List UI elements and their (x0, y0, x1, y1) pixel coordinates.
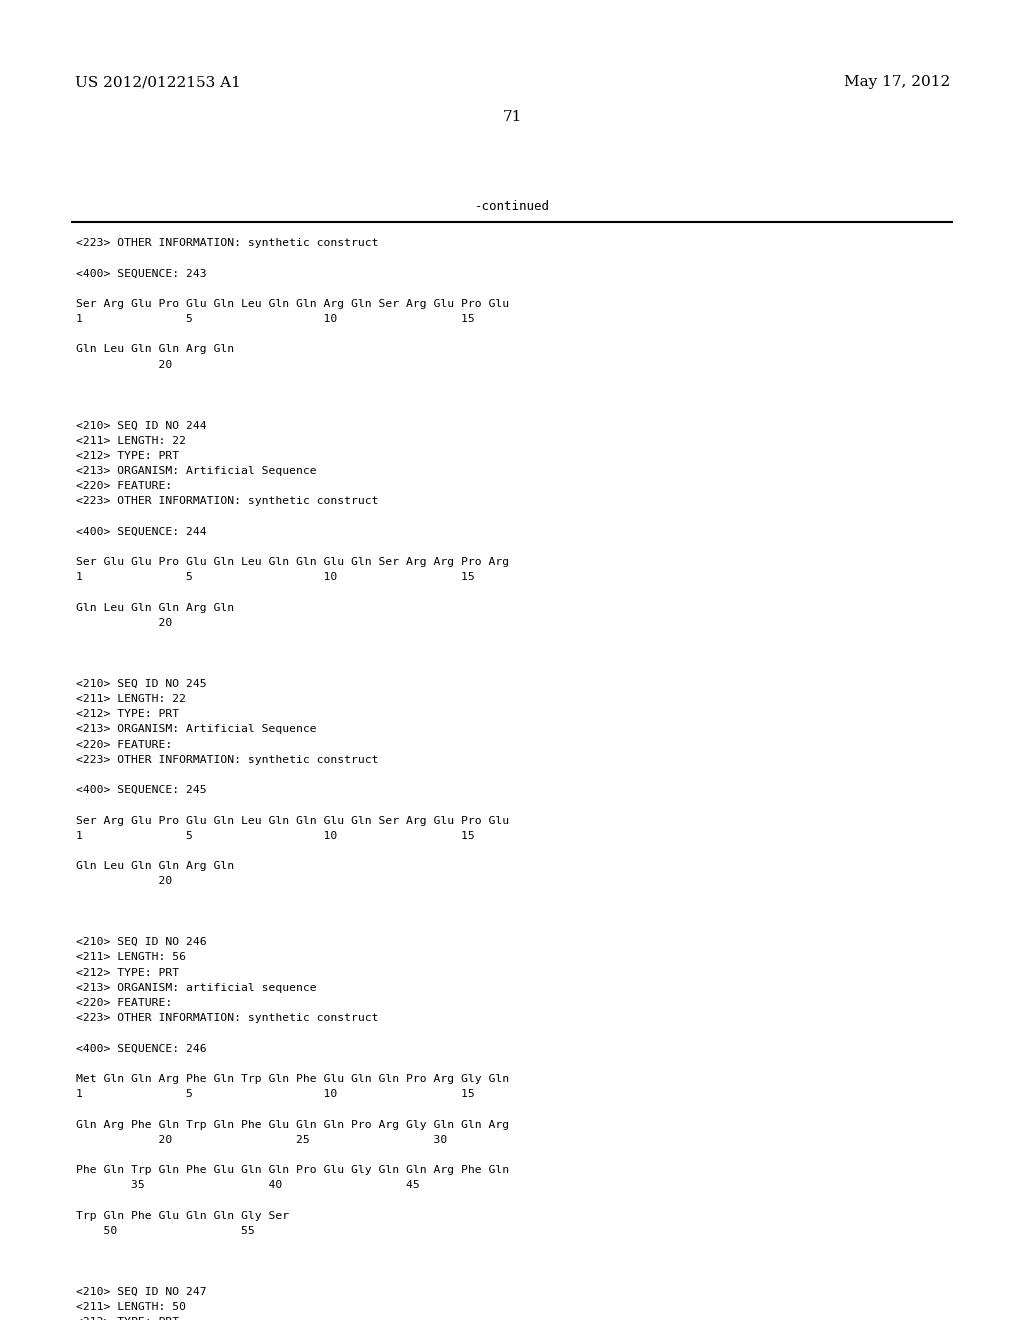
Text: Gln Leu Gln Gln Arg Gln: Gln Leu Gln Gln Arg Gln (76, 603, 234, 612)
Text: Gln Arg Phe Gln Trp Gln Phe Glu Gln Gln Pro Arg Gly Gln Gln Arg: Gln Arg Phe Gln Trp Gln Phe Glu Gln Gln … (76, 1119, 509, 1130)
Text: Gln Leu Gln Gln Arg Gln: Gln Leu Gln Gln Arg Gln (76, 345, 234, 354)
Text: <223> OTHER INFORMATION: synthetic construct: <223> OTHER INFORMATION: synthetic const… (76, 238, 379, 248)
Text: <220> FEATURE:: <220> FEATURE: (76, 482, 172, 491)
Text: 20: 20 (76, 876, 172, 887)
Text: <210> SEQ ID NO 246: <210> SEQ ID NO 246 (76, 937, 207, 948)
Text: 50                  55: 50 55 (76, 1226, 255, 1236)
Text: 1               5                   10                  15: 1 5 10 15 (76, 1089, 475, 1100)
Text: <223> OTHER INFORMATION: synthetic construct: <223> OTHER INFORMATION: synthetic const… (76, 755, 379, 764)
Text: Ser Glu Glu Pro Glu Gln Leu Gln Gln Glu Gln Ser Arg Arg Pro Arg: Ser Glu Glu Pro Glu Gln Leu Gln Gln Glu … (76, 557, 509, 568)
Text: <223> OTHER INFORMATION: synthetic construct: <223> OTHER INFORMATION: synthetic const… (76, 496, 379, 507)
Text: <400> SEQUENCE: 246: <400> SEQUENCE: 246 (76, 1044, 207, 1053)
Text: <211> LENGTH: 22: <211> LENGTH: 22 (76, 436, 186, 446)
Text: <220> FEATURE:: <220> FEATURE: (76, 998, 172, 1008)
Text: 1               5                   10                  15: 1 5 10 15 (76, 314, 475, 323)
Text: <211> LENGTH: 22: <211> LENGTH: 22 (76, 694, 186, 704)
Text: <212> TYPE: PRT: <212> TYPE: PRT (76, 709, 179, 719)
Text: <213> ORGANISM: Artificial Sequence: <213> ORGANISM: Artificial Sequence (76, 466, 316, 477)
Text: <210> SEQ ID NO 245: <210> SEQ ID NO 245 (76, 678, 207, 689)
Text: -continued: -continued (474, 201, 550, 213)
Text: Gln Leu Gln Gln Arg Gln: Gln Leu Gln Gln Arg Gln (76, 861, 234, 871)
Text: <220> FEATURE:: <220> FEATURE: (76, 739, 172, 750)
Text: 35                  40                  45: 35 40 45 (76, 1180, 420, 1191)
Text: <210> SEQ ID NO 244: <210> SEQ ID NO 244 (76, 420, 207, 430)
Text: <223> OTHER INFORMATION: synthetic construct: <223> OTHER INFORMATION: synthetic const… (76, 1014, 379, 1023)
Text: 20: 20 (76, 359, 172, 370)
Text: <400> SEQUENCE: 245: <400> SEQUENCE: 245 (76, 785, 207, 795)
Text: <213> ORGANISM: Artificial Sequence: <213> ORGANISM: Artificial Sequence (76, 725, 316, 734)
Text: 1               5                   10                  15: 1 5 10 15 (76, 573, 475, 582)
Text: 71: 71 (503, 110, 521, 124)
Text: <212> TYPE: PRT: <212> TYPE: PRT (76, 451, 179, 461)
Text: <211> LENGTH: 56: <211> LENGTH: 56 (76, 953, 186, 962)
Text: <210> SEQ ID NO 247: <210> SEQ ID NO 247 (76, 1287, 207, 1296)
Text: <400> SEQUENCE: 244: <400> SEQUENCE: 244 (76, 527, 207, 537)
Text: US 2012/0122153 A1: US 2012/0122153 A1 (75, 75, 241, 88)
Text: 20: 20 (76, 618, 172, 628)
Text: <213> ORGANISM: artificial sequence: <213> ORGANISM: artificial sequence (76, 983, 316, 993)
Text: Ser Arg Glu Pro Glu Gln Leu Gln Gln Glu Gln Ser Arg Glu Pro Glu: Ser Arg Glu Pro Glu Gln Leu Gln Gln Glu … (76, 816, 509, 825)
Text: <212> TYPE: PRT: <212> TYPE: PRT (76, 968, 179, 978)
Text: Trp Gln Phe Glu Gln Gln Gly Ser: Trp Gln Phe Glu Gln Gln Gly Ser (76, 1210, 289, 1221)
Text: <400> SEQUENCE: 243: <400> SEQUENCE: 243 (76, 268, 207, 279)
Text: <211> LENGTH: 50: <211> LENGTH: 50 (76, 1302, 186, 1312)
Text: 20                  25                  30: 20 25 30 (76, 1135, 447, 1144)
Text: 1               5                   10                  15: 1 5 10 15 (76, 830, 475, 841)
Text: <212> TYPE: PRT: <212> TYPE: PRT (76, 1317, 179, 1320)
Text: May 17, 2012: May 17, 2012 (844, 75, 950, 88)
Text: Phe Gln Trp Gln Phe Glu Gln Gln Pro Glu Gly Gln Gln Arg Phe Gln: Phe Gln Trp Gln Phe Glu Gln Gln Pro Glu … (76, 1166, 509, 1175)
Text: Met Gln Gln Arg Phe Gln Trp Gln Phe Glu Gln Gln Pro Arg Gly Gln: Met Gln Gln Arg Phe Gln Trp Gln Phe Glu … (76, 1074, 509, 1084)
Text: Ser Arg Glu Pro Glu Gln Leu Gln Gln Arg Gln Ser Arg Glu Pro Glu: Ser Arg Glu Pro Glu Gln Leu Gln Gln Arg … (76, 298, 509, 309)
